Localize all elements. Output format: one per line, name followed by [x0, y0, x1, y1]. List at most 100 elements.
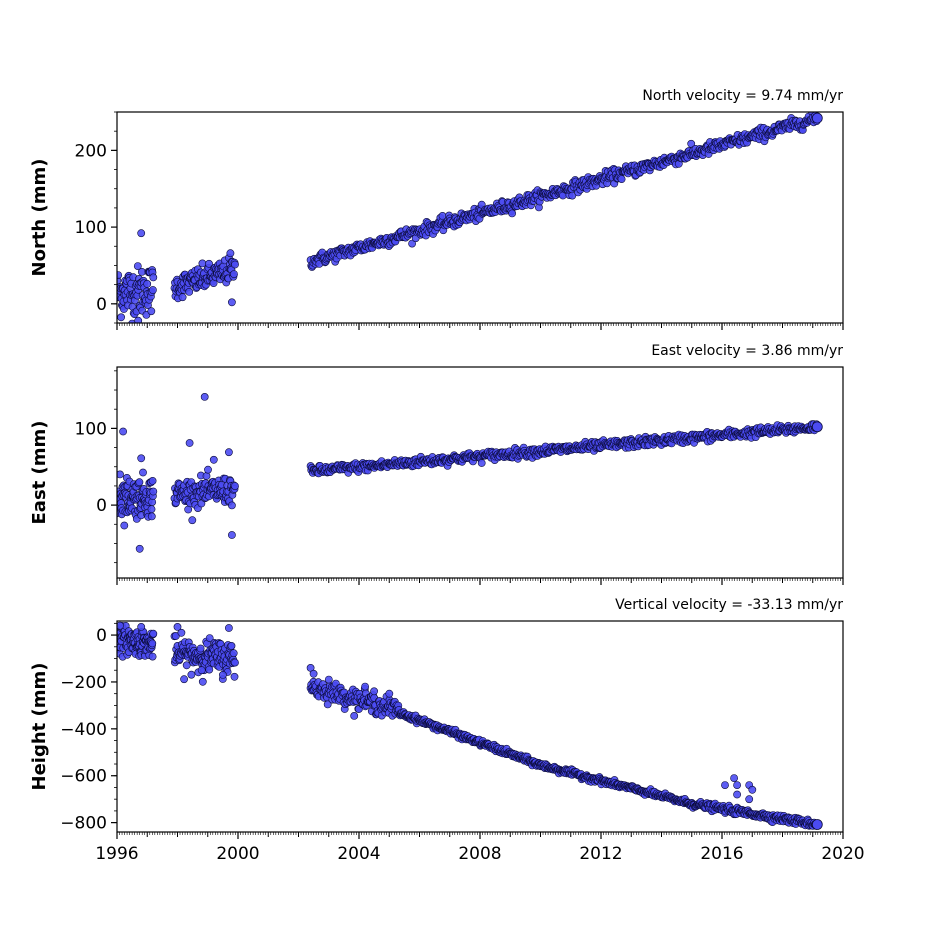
velocity-annotation-east: East velocity = 3.86 mm/yr — [651, 343, 843, 359]
data-point — [135, 544, 144, 553]
data-point — [200, 392, 209, 401]
data-point — [230, 270, 238, 278]
data-point — [230, 672, 239, 681]
data-point — [204, 465, 212, 474]
data-points-east — [117, 392, 823, 553]
y-axis-label-east: East (mm) — [29, 421, 50, 525]
y-tick-label: −200 — [60, 673, 107, 693]
data-point — [148, 639, 157, 648]
data-point — [733, 781, 741, 789]
data-point — [197, 666, 206, 675]
data-point — [205, 634, 214, 642]
data-point — [147, 307, 156, 316]
data-point — [182, 661, 191, 670]
data-point — [187, 670, 196, 679]
y-tick-label: 200 — [75, 141, 107, 161]
x-tick-label: 1996 — [95, 844, 138, 864]
data-point — [733, 790, 741, 799]
data-point — [148, 652, 157, 661]
data-point — [617, 175, 626, 183]
data-point — [198, 259, 207, 268]
y-tick-label: 0 — [96, 295, 107, 315]
x-tick-label: 2016 — [700, 844, 743, 864]
data-point — [227, 531, 236, 539]
x-tick-label: 2000 — [216, 844, 259, 864]
data-point — [231, 658, 239, 667]
data-point — [137, 623, 146, 631]
data-point — [324, 675, 333, 684]
data-point — [185, 287, 194, 296]
data-point — [227, 501, 236, 510]
data-point — [196, 644, 205, 653]
data-point — [119, 427, 127, 436]
velocity-annotation-north: North velocity = 9.74 mm/yr — [642, 88, 843, 104]
data-point — [309, 669, 318, 678]
data-point — [370, 687, 378, 696]
x-tick-label: 2004 — [337, 844, 380, 864]
y-tick-label: 100 — [75, 218, 107, 238]
data-point — [137, 454, 146, 463]
data-point — [227, 642, 236, 650]
data-point — [188, 516, 197, 525]
y-tick-label: 0 — [96, 626, 107, 646]
data-point — [730, 774, 738, 782]
y-tick-label: −400 — [60, 720, 107, 740]
x-tick-label: 2012 — [579, 844, 622, 864]
data-point — [147, 505, 156, 514]
data-point — [137, 267, 146, 276]
data-point — [149, 629, 158, 638]
y-tick-label: 100 — [75, 419, 107, 439]
data-point — [209, 455, 218, 464]
data-point — [350, 712, 359, 720]
data-point — [231, 482, 239, 490]
y-tick-label: −600 — [60, 767, 107, 787]
velocity-annotation-height: Vertical velocity = -33.13 mm/yr — [615, 597, 843, 613]
data-point — [143, 279, 152, 288]
data-point — [148, 286, 157, 294]
data-point — [477, 459, 486, 467]
y-axis-label-north: North (mm) — [29, 159, 50, 277]
data-point — [721, 781, 729, 789]
data-point — [128, 319, 136, 323]
data-point — [117, 621, 124, 630]
data-point — [135, 478, 144, 487]
x-tick-label: 2008 — [458, 844, 501, 864]
y-tick-label: 0 — [96, 496, 107, 516]
data-point — [185, 439, 194, 447]
data-point — [218, 671, 227, 679]
data-point — [508, 209, 516, 218]
data-point — [811, 819, 823, 830]
panel-east: 0 100 East (mm) East velocity = 3.86 mm/yr — [29, 343, 844, 585]
data-point — [173, 623, 182, 631]
data-point — [408, 239, 416, 248]
data-point — [227, 298, 236, 307]
data-points-north — [117, 112, 823, 323]
data-point — [180, 675, 188, 684]
y-tick-label: −800 — [60, 814, 107, 834]
data-point — [205, 665, 214, 674]
data-point — [178, 293, 187, 302]
data-point — [133, 262, 142, 270]
data-point — [361, 682, 369, 691]
x-tick-label: 2020 — [821, 844, 864, 864]
data-point — [117, 271, 123, 279]
data-point — [198, 677, 207, 686]
panel-north: 0 100 200 North (mm) North velocity = 9.74 m… — [29, 88, 844, 330]
y-axis-label-height: Height (mm) — [29, 663, 50, 791]
data-point — [117, 313, 125, 322]
data-point — [139, 468, 147, 477]
plot-frame-east — [116, 366, 844, 579]
data-point — [149, 487, 158, 496]
data-point — [137, 229, 146, 238]
data-point — [205, 259, 213, 268]
data-point — [148, 476, 157, 485]
data-point — [811, 112, 823, 124]
data-points-height — [117, 621, 823, 830]
data-point — [134, 316, 143, 323]
data-point — [745, 795, 754, 804]
data-point — [117, 470, 124, 479]
data-point — [224, 448, 233, 457]
data-point — [149, 273, 158, 282]
